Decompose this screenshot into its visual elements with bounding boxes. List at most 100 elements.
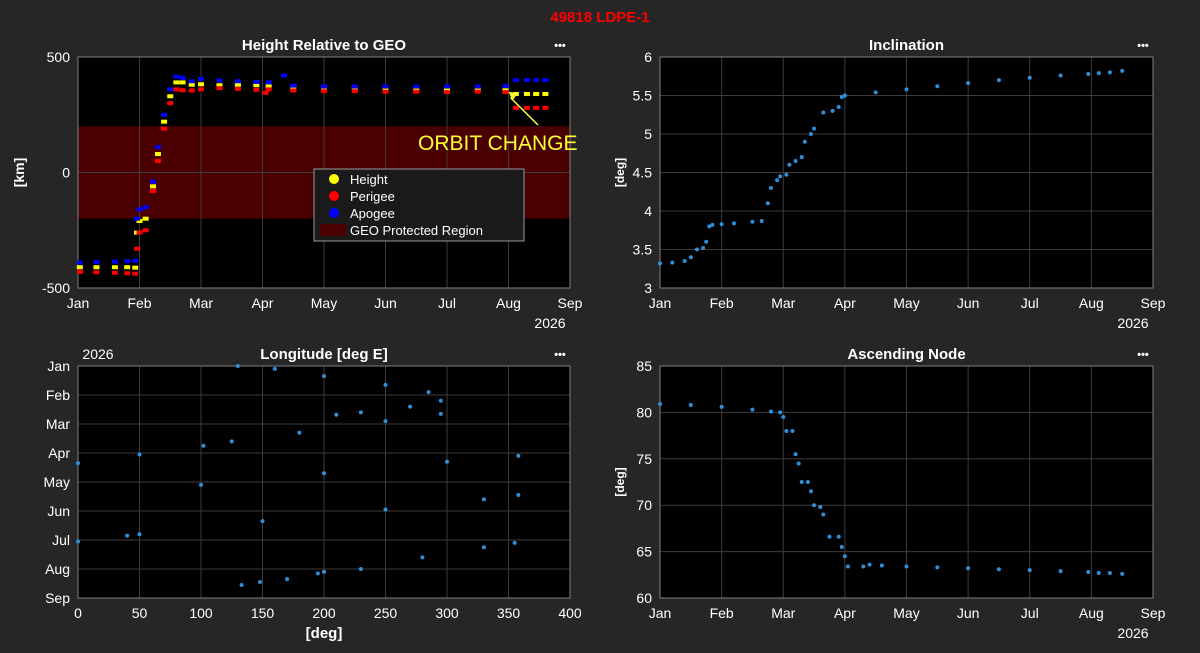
data-point: [154, 158, 161, 163]
legend: Height Perigee Apogee GEO Protected Region: [313, 168, 525, 242]
y-tick-label: 0: [62, 165, 70, 181]
x-tick-label: 50: [132, 605, 148, 621]
axes-menu-button[interactable]: •••: [554, 349, 566, 361]
legend-marker: [320, 224, 346, 236]
data-point: [188, 79, 195, 84]
data-point: [836, 534, 841, 539]
y-tick-label: 500: [47, 49, 71, 65]
data-point: [778, 174, 783, 179]
data-point: [253, 83, 260, 88]
data-point: [444, 90, 450, 95]
data-point: [272, 366, 277, 371]
data-point: [904, 564, 909, 569]
data-point: [426, 390, 431, 395]
y-year-label: 2026: [82, 346, 113, 362]
data-point: [787, 162, 792, 167]
data-point: [281, 73, 288, 78]
x-tick-label: 150: [251, 605, 275, 621]
axes-menu-button[interactable]: •••: [1137, 40, 1149, 52]
data-point: [234, 86, 241, 91]
data-point: [1027, 75, 1032, 80]
y-tick-label: Jun: [47, 503, 70, 519]
data-point: [812, 503, 817, 508]
legend-marker: [329, 208, 339, 218]
data-point: [234, 79, 241, 84]
data-point: [167, 101, 174, 106]
y-tick-label: Sep: [45, 590, 70, 606]
y-axis-label: [deg]: [613, 467, 627, 496]
data-point: [161, 112, 168, 117]
perigee-series: [76, 86, 549, 276]
data-point: [265, 84, 272, 89]
data-point: [154, 145, 161, 150]
data-point: [765, 201, 770, 206]
data-point: [179, 88, 186, 93]
data-point: [768, 185, 773, 190]
data-point: [1096, 570, 1101, 575]
x-tick-label: Mar: [771, 605, 795, 621]
data-point: [784, 428, 789, 433]
data-point: [334, 412, 339, 417]
data-point: [512, 540, 517, 545]
data-series: [658, 68, 1125, 266]
data-point: [845, 564, 850, 569]
data-point: [821, 110, 826, 115]
data-point: [812, 126, 817, 131]
chart-title: Inclination: [869, 37, 944, 54]
data-point: [216, 78, 223, 83]
data-point: [701, 245, 706, 250]
orbit-change-annotation: ORBIT CHANGE: [418, 132, 577, 155]
x-tick-label: Aug: [1079, 605, 1104, 621]
data-point: [408, 404, 413, 409]
data-point: [76, 260, 83, 265]
data-point: [790, 428, 795, 433]
data-point: [382, 89, 389, 94]
axes-menu-button[interactable]: •••: [1137, 349, 1149, 361]
data-point: [93, 270, 100, 275]
data-point: [996, 78, 1001, 83]
data-point: [124, 265, 131, 270]
x-tick-label: May: [893, 605, 919, 621]
x-tick-label: 0: [74, 605, 82, 621]
x-tick-label: 300: [435, 605, 459, 621]
data-point: [533, 78, 540, 83]
axes-menu-button[interactable]: •••: [554, 40, 566, 52]
data-point: [111, 270, 118, 275]
data-point: [512, 105, 519, 110]
data-point: [260, 519, 265, 524]
data-point: [796, 461, 801, 466]
data-point: [1107, 570, 1112, 575]
data-point: [132, 258, 139, 263]
data-point: [321, 89, 327, 94]
data-point: [935, 565, 940, 570]
data-point: [76, 461, 80, 466]
data-point: [688, 255, 693, 260]
x-year-label: 2026: [1117, 315, 1148, 331]
longitude-chart: 0 50 100 150 200 250 300 350 400 Jan Feb Mar Apr May J…: [44, 346, 582, 642]
data-point: [481, 545, 486, 550]
data-point: [842, 93, 847, 98]
x-tick-label: 100: [189, 605, 213, 621]
data-point: [438, 411, 443, 416]
data-point: [904, 87, 909, 92]
data-point: [124, 259, 131, 264]
data-point: [1120, 571, 1125, 576]
data-point: [358, 567, 363, 571]
apogee-series: [76, 73, 549, 265]
data-point: [383, 382, 388, 387]
legend-entry: GEO Protected Region: [350, 223, 483, 238]
data-point: [799, 480, 804, 484]
data-point: [966, 81, 971, 86]
legend-marker: [329, 191, 339, 201]
data-point: [132, 271, 139, 276]
data-point: [781, 415, 786, 420]
data-point: [235, 364, 240, 368]
x-tick-label: May: [893, 295, 919, 311]
data-point: [253, 79, 260, 84]
y-tick-label: -500: [42, 280, 70, 296]
data-point: [322, 471, 326, 476]
data-point: [707, 224, 712, 229]
data-point: [502, 84, 509, 89]
height-chart: Jan Feb Mar Apr May Jun Jul Aug Sep -500 0 500 Heigh…: [11, 37, 583, 331]
data-point: [474, 84, 481, 89]
